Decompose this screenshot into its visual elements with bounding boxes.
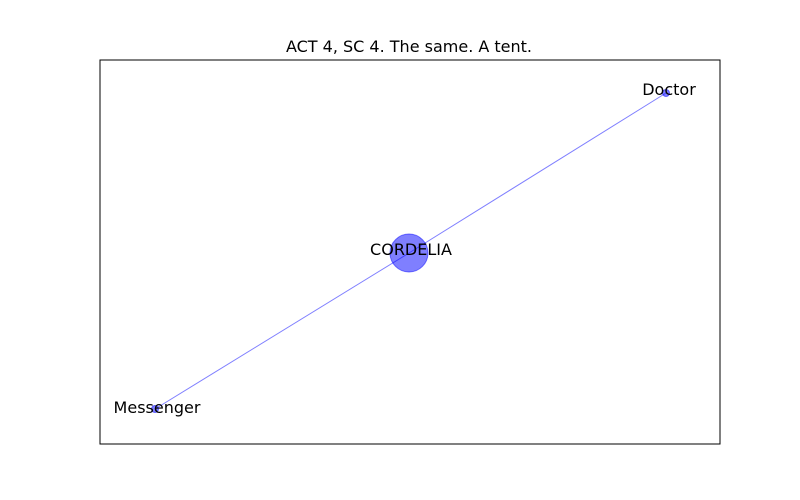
edge-cordelia-messenger [154, 252, 410, 410]
edges-layer [154, 92, 667, 410]
plot-frame [99, 59, 721, 445]
node-label-doctor: Doctor [642, 80, 696, 99]
node-doctor [662, 89, 670, 97]
edge-doctor-cordelia [408, 92, 667, 254]
nodes-layer [151, 89, 670, 413]
chart-title: ACT 4, SC 4. The same. A tent. [286, 37, 532, 56]
node-messenger [151, 405, 159, 413]
node-label-messenger: Messenger [114, 398, 201, 417]
node-cordelia [389, 233, 429, 273]
node-label-cordelia: CORDELIA [370, 240, 452, 259]
labels-layer: CORDELIA Doctor Messenger [114, 80, 697, 417]
